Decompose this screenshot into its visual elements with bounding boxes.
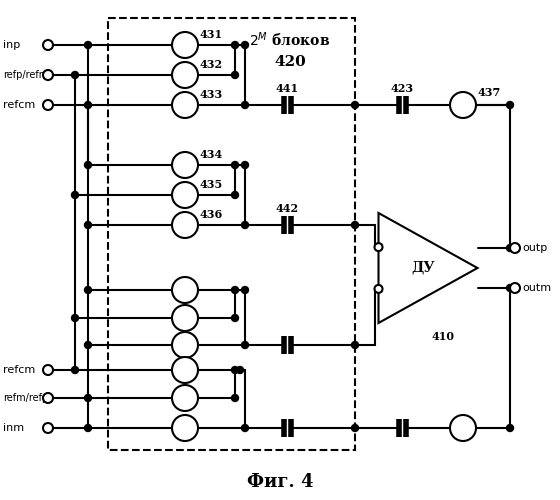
Circle shape [43, 365, 53, 375]
Circle shape [241, 424, 249, 432]
Text: 441: 441 [276, 82, 298, 94]
Circle shape [506, 284, 514, 292]
Text: 432: 432 [199, 58, 222, 70]
Text: 437: 437 [477, 86, 500, 98]
Circle shape [231, 394, 239, 402]
Circle shape [375, 243, 382, 251]
Circle shape [352, 222, 358, 228]
Text: Фиг. 4: Фиг. 4 [247, 473, 313, 491]
Text: 433: 433 [199, 88, 222, 100]
Text: 420: 420 [274, 55, 306, 69]
Circle shape [72, 192, 78, 198]
Circle shape [231, 286, 239, 294]
Circle shape [352, 342, 358, 348]
Text: refp/refm: refp/refm [3, 70, 48, 80]
Circle shape [43, 40, 53, 50]
Circle shape [172, 152, 198, 178]
Circle shape [241, 222, 249, 228]
Circle shape [506, 424, 514, 432]
Circle shape [85, 286, 91, 294]
Circle shape [172, 277, 198, 303]
Circle shape [172, 415, 198, 441]
Circle shape [72, 366, 78, 374]
Circle shape [72, 72, 78, 78]
Circle shape [510, 243, 520, 253]
Circle shape [231, 162, 239, 168]
Polygon shape [379, 213, 478, 323]
Circle shape [85, 42, 91, 48]
Circle shape [375, 285, 382, 293]
Text: 434: 434 [199, 148, 222, 160]
Circle shape [85, 394, 91, 402]
Circle shape [231, 42, 239, 48]
Text: refcm: refcm [3, 365, 35, 375]
Text: 442: 442 [276, 202, 298, 213]
Circle shape [241, 342, 249, 348]
Circle shape [506, 244, 514, 252]
Circle shape [506, 102, 514, 108]
Circle shape [172, 385, 198, 411]
Circle shape [85, 102, 91, 108]
Text: 431: 431 [199, 28, 222, 40]
Circle shape [43, 100, 53, 110]
Circle shape [172, 357, 198, 383]
Circle shape [172, 332, 198, 358]
Text: inp: inp [3, 40, 20, 50]
Circle shape [241, 162, 249, 168]
Circle shape [43, 423, 53, 433]
Circle shape [352, 102, 358, 108]
Text: ДУ: ДУ [411, 261, 435, 275]
Circle shape [85, 222, 91, 228]
Circle shape [231, 72, 239, 78]
Circle shape [172, 212, 198, 238]
Text: 410: 410 [432, 331, 455, 342]
Circle shape [450, 415, 476, 441]
Circle shape [236, 366, 244, 374]
Circle shape [172, 305, 198, 331]
Circle shape [172, 32, 198, 58]
Text: refm/refp: refm/refp [3, 393, 48, 403]
Circle shape [172, 182, 198, 208]
Circle shape [510, 283, 520, 293]
Circle shape [85, 342, 91, 348]
Circle shape [241, 286, 249, 294]
Circle shape [352, 424, 358, 432]
Circle shape [85, 424, 91, 432]
Text: $2^M$ блоков: $2^M$ блоков [249, 30, 330, 48]
Circle shape [231, 366, 239, 374]
Circle shape [241, 42, 249, 48]
Text: outp: outp [522, 243, 547, 253]
Circle shape [231, 192, 239, 198]
Text: 435: 435 [199, 178, 222, 190]
Circle shape [172, 92, 198, 118]
Text: outm: outm [522, 283, 551, 293]
Text: 436: 436 [199, 208, 222, 220]
Circle shape [241, 102, 249, 108]
Circle shape [72, 314, 78, 322]
Text: inm: inm [3, 423, 24, 433]
Circle shape [450, 92, 476, 118]
Circle shape [231, 314, 239, 322]
Circle shape [172, 62, 198, 88]
Circle shape [43, 70, 53, 80]
Circle shape [85, 162, 91, 168]
Circle shape [43, 393, 53, 403]
Text: 423: 423 [390, 82, 414, 94]
Text: refcm: refcm [3, 100, 35, 110]
